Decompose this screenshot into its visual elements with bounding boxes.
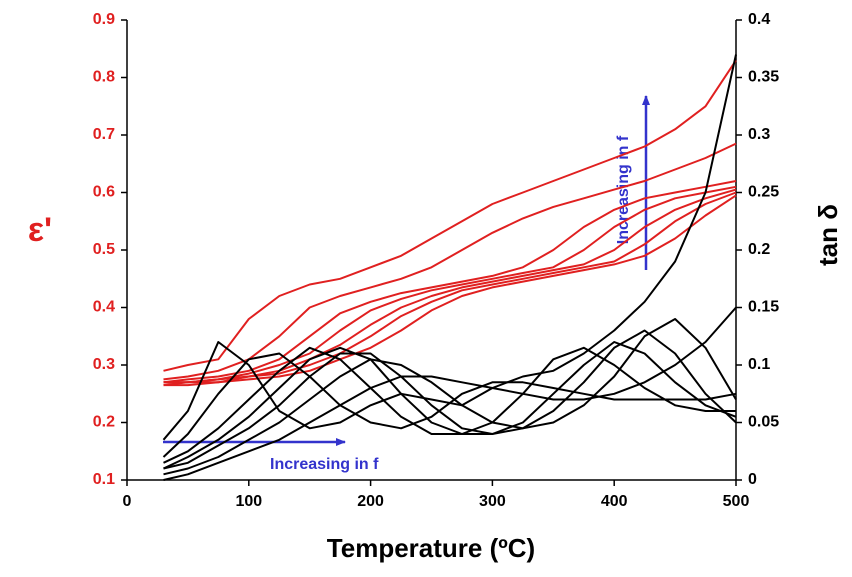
data-line bbox=[163, 329, 737, 470]
x-tick-label: 0 bbox=[123, 493, 132, 510]
y2-tick-label: 0.3 bbox=[748, 126, 770, 143]
data-line bbox=[163, 306, 737, 481]
x-axis-label: Temperature (ºC) bbox=[327, 533, 535, 563]
y-axis-label: ε' bbox=[28, 211, 52, 249]
y2-tick-label: 0.4 bbox=[748, 11, 770, 28]
y-tick-label: 0.6 bbox=[93, 184, 115, 201]
data-line bbox=[163, 59, 737, 372]
y2-tick-label: 0.05 bbox=[748, 414, 779, 431]
x-tick-label: 400 bbox=[601, 493, 628, 510]
x-tick-label: 200 bbox=[357, 493, 384, 510]
y-tick-label: 0.1 bbox=[93, 471, 115, 488]
data-line bbox=[163, 191, 737, 387]
y2-tick-label: 0.15 bbox=[748, 299, 779, 316]
y-tick-label: 0.8 bbox=[93, 69, 115, 86]
y2-tick-label: 0.2 bbox=[748, 241, 770, 258]
data-line bbox=[163, 194, 737, 387]
x-tick-label: 100 bbox=[235, 493, 262, 510]
y-tick-label: 0.3 bbox=[93, 356, 115, 373]
y-tick-label: 0.9 bbox=[93, 11, 115, 28]
data-line bbox=[162, 54, 737, 441]
y-tick-label: 0.5 bbox=[93, 241, 115, 258]
y2-tick-label: 0.35 bbox=[748, 69, 779, 86]
data-line bbox=[163, 142, 737, 381]
y2-axis-label: tan δ bbox=[813, 204, 843, 266]
y-tick-label: 0.4 bbox=[93, 299, 115, 316]
annotation: Increasing in f bbox=[615, 135, 632, 244]
y2-tick-label: 0.1 bbox=[748, 356, 770, 373]
data-line bbox=[163, 318, 737, 476]
data-line bbox=[162, 352, 737, 458]
data-line bbox=[163, 341, 737, 470]
data-line bbox=[163, 180, 737, 384]
x-tick-label: 500 bbox=[723, 493, 750, 510]
y2-tick-label: 0 bbox=[748, 471, 757, 488]
annotation: Increasing in f bbox=[270, 456, 379, 473]
y-tick-label: 0.7 bbox=[93, 126, 115, 143]
y2-tick-label: 0.25 bbox=[748, 184, 779, 201]
x-tick-label: 300 bbox=[479, 493, 506, 510]
y-tick-label: 0.2 bbox=[93, 414, 115, 431]
